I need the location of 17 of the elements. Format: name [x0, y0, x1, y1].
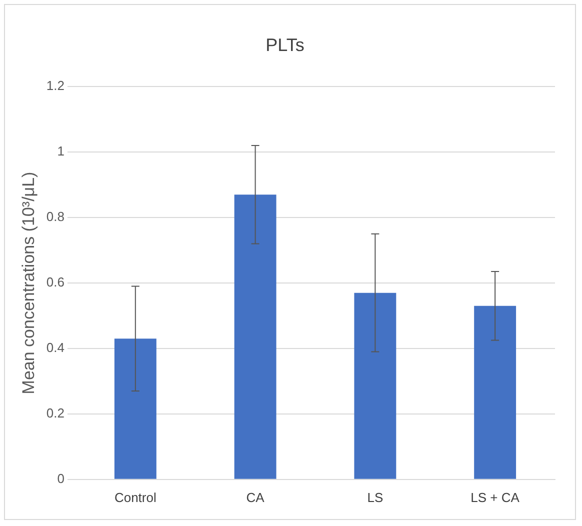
y-tick-label: 0.2: [46, 406, 64, 421]
chart-title: PLTs: [266, 34, 304, 55]
x-tick-label: Control: [114, 490, 156, 505]
x-tick-label: LS: [367, 490, 384, 505]
bar: [234, 194, 276, 479]
x-tick-label: LS + CA: [470, 490, 520, 505]
y-tick-label: 0.6: [46, 274, 64, 290]
x-tick-label: CA: [246, 490, 265, 505]
y-tick-label: 1: [57, 144, 64, 159]
y-tick-label: 0.4: [46, 340, 64, 356]
bar: [114, 338, 156, 479]
y-tick-label: 0: [57, 470, 64, 486]
bar: [474, 306, 516, 479]
y-tick-label: 0.8: [46, 209, 64, 224]
y-axis-title: Mean concentrations (10³/μL): [18, 172, 38, 394]
bar: [354, 292, 396, 479]
y-tick-label: 1.2: [46, 78, 64, 94]
